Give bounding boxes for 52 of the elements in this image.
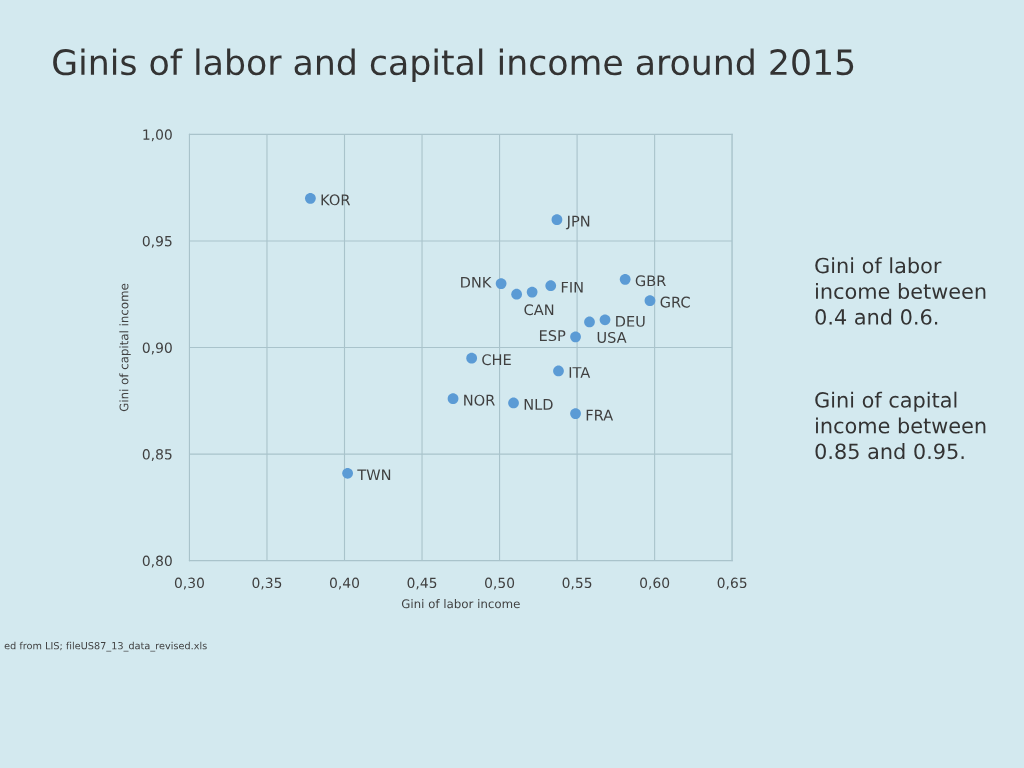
- point: [599, 314, 611, 326]
- x-tick-label: 0,35: [252, 577, 282, 590]
- y-tick-label: 0,95: [142, 235, 172, 248]
- annotation: FRA: [586, 409, 614, 421]
- point: [305, 192, 316, 204]
- point: [619, 273, 631, 285]
- text: ed from LIS; fileUS87_13_data_revised.xls: [4, 641, 207, 652]
- annotation: ITA: [569, 367, 591, 378]
- annotation: ESP: [539, 330, 566, 342]
- annotation: DNK: [461, 276, 492, 288]
- annotation: DEU: [616, 315, 645, 327]
- annotation: GBR: [635, 275, 666, 287]
- annotation: GRC: [660, 296, 690, 308]
- y-tick-label: 0,80: [142, 555, 172, 568]
- y-tick-label: 0,90: [142, 342, 172, 355]
- point: [342, 467, 353, 479]
- x-tick-label: 0,50: [485, 577, 515, 590]
- x-axis-title: Gini of labor income: [401, 599, 520, 609]
- point: [447, 393, 459, 405]
- x-tick-label: 0,60: [640, 577, 670, 590]
- point: [553, 365, 564, 377]
- point: [466, 352, 478, 364]
- x-tick-label: 0,65: [717, 577, 747, 590]
- y-tick-label: 0,85: [142, 449, 172, 461]
- x-tick-label: 0,45: [407, 577, 437, 590]
- point: [545, 280, 557, 292]
- annotation: NOR: [464, 394, 495, 406]
- annotation: CHE: [482, 354, 511, 366]
- annotation: CAN: [524, 304, 554, 316]
- annotation: NLD: [524, 399, 553, 410]
- point: [570, 331, 581, 343]
- point: [584, 316, 595, 328]
- annotation: USA: [597, 331, 627, 343]
- annotation: KOR: [321, 194, 351, 206]
- y-tick-label: 1,00: [143, 129, 172, 142]
- x-tick-label: 0,55: [562, 577, 592, 590]
- annotation: JPN: [565, 215, 590, 230]
- point: [511, 288, 522, 300]
- point: [570, 408, 581, 419]
- x-tick-label: 0,30: [174, 577, 204, 590]
- point: [508, 397, 519, 409]
- annotation: TWN: [357, 469, 391, 481]
- chart-title: Ginis of labor and capital income around 2015: [53, 48, 854, 83]
- x-tick-label: 0,40: [329, 577, 360, 590]
- point: [644, 295, 656, 307]
- text: Gini of labor income between 0.4 and 0.6.: [815, 257, 986, 325]
- point: [551, 214, 563, 226]
- point: [526, 286, 538, 298]
- y-axis-title: Gini of capital income: [119, 283, 131, 412]
- annotation: FIN: [561, 281, 583, 293]
- point: [495, 278, 507, 289]
- text: Gini of capital income between 0.85 and 0.95.: [815, 391, 986, 460]
